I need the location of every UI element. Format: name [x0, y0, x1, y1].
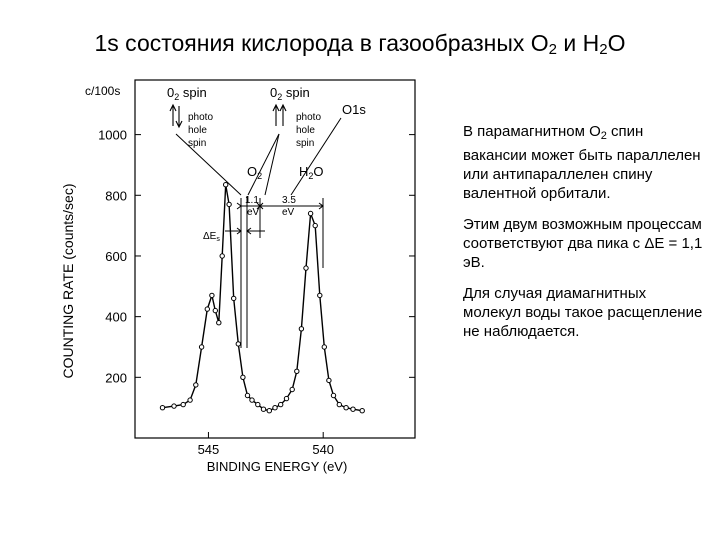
up-arrow-icon	[169, 103, 177, 126]
title-sub-2b: 2	[599, 41, 608, 58]
data-point	[298, 326, 305, 332]
data-point	[193, 382, 199, 388]
o2-spin-right-label: 02 spin	[270, 85, 310, 102]
data-point	[187, 397, 193, 403]
chart-marks	[159, 182, 365, 414]
data-point	[266, 408, 273, 414]
title-sub-2a: 2	[548, 41, 558, 58]
xps-figure: 200 400 600 800 1000 545 540 c/100s COUNTING R…	[55, 78, 445, 498]
x-tick-label: 540	[312, 442, 334, 457]
up-arrow-icon-right-2	[279, 103, 287, 126]
data-point	[216, 320, 222, 326]
note-paragraph-3: Для случая диамагнитных молекул воды так…	[463, 285, 703, 340]
split-brackets	[225, 196, 324, 348]
y-axis-label: COUNTING RATE (counts/sec)	[60, 184, 76, 379]
peak-h2o-label: H2O	[299, 164, 324, 181]
data-point	[204, 306, 211, 312]
data-point	[171, 403, 177, 409]
delta-e-label: ΔEs	[203, 231, 220, 243]
data-point	[159, 405, 166, 411]
spin-connector-lines	[175, 117, 342, 196]
data-point	[198, 344, 205, 350]
data-point	[209, 292, 215, 299]
y-tick-label: 200	[105, 370, 127, 385]
data-point	[231, 295, 237, 302]
down-arrow-icon	[175, 106, 183, 129]
spectrum-line	[162, 184, 363, 412]
o1s-label: O1s	[342, 102, 366, 117]
data-point	[343, 405, 349, 411]
data-point	[240, 374, 246, 380]
x-axis-label: BINDING ENERGY (eV)	[207, 459, 348, 474]
split-2-unit: eV	[282, 207, 295, 218]
data-point	[350, 406, 356, 412]
y-unit-label: c/100s	[85, 84, 120, 98]
split-2-value: 3.5	[282, 195, 296, 206]
data-point	[307, 210, 314, 217]
data-point	[289, 386, 295, 393]
data-point	[312, 222, 318, 229]
data-point	[180, 401, 186, 408]
data-point	[359, 408, 365, 414]
data-point	[249, 397, 255, 403]
title-end: O	[607, 30, 626, 56]
up-arrow-icon-right	[272, 103, 280, 126]
title-mid: и H	[557, 30, 600, 56]
slide-title: 1s состояния кислорода в газообразных O2…	[0, 30, 720, 58]
x-tick-label: 545	[198, 442, 220, 457]
data-point	[294, 368, 300, 374]
data-point	[244, 392, 251, 399]
y-tick-label: 400	[105, 310, 127, 325]
data-point	[226, 201, 232, 208]
data-point	[326, 377, 332, 384]
explanation-text: В парамагнитном O2 спин вакансии может б…	[463, 122, 708, 353]
photo-hole-spin-right: photo hole spin	[296, 112, 324, 149]
axis-ticks: 200 400 600 800 1000 545 540	[98, 128, 415, 457]
data-point	[219, 253, 225, 259]
data-point	[272, 405, 278, 411]
split-1-value: 1.1	[245, 195, 259, 206]
y-tick-label: 1000	[98, 128, 127, 143]
data-point	[212, 307, 219, 314]
split-1-unit: eV	[247, 207, 260, 218]
peak-o2-label: O2	[247, 164, 262, 181]
y-tick-label: 800	[105, 188, 127, 203]
note-paragraph-2: Этим двум возможным процессам соответств…	[463, 216, 703, 271]
data-point	[336, 401, 342, 408]
plot-frame	[134, 79, 416, 439]
xps-chart: 200 400 600 800 1000 545 540 c/100s COUNTING R…	[60, 79, 416, 474]
data-point	[278, 401, 284, 408]
data-point	[260, 406, 267, 412]
data-point	[255, 401, 261, 408]
data-point	[235, 341, 242, 347]
data-point	[317, 292, 323, 299]
data-point	[223, 182, 229, 188]
data-point	[283, 395, 290, 402]
data-point	[303, 265, 309, 271]
y-tick-label: 600	[105, 249, 127, 264]
data-point	[321, 344, 327, 350]
title-text: 1s состояния кислорода в газообразных O	[94, 30, 549, 56]
note-paragraph-1: В парамагнитном O2 спин вакансии может б…	[463, 123, 701, 202]
data-point	[330, 392, 337, 399]
o2-spin-left-label: 02 spin	[167, 85, 207, 102]
photo-hole-spin-left: photo hole spin	[188, 112, 216, 149]
